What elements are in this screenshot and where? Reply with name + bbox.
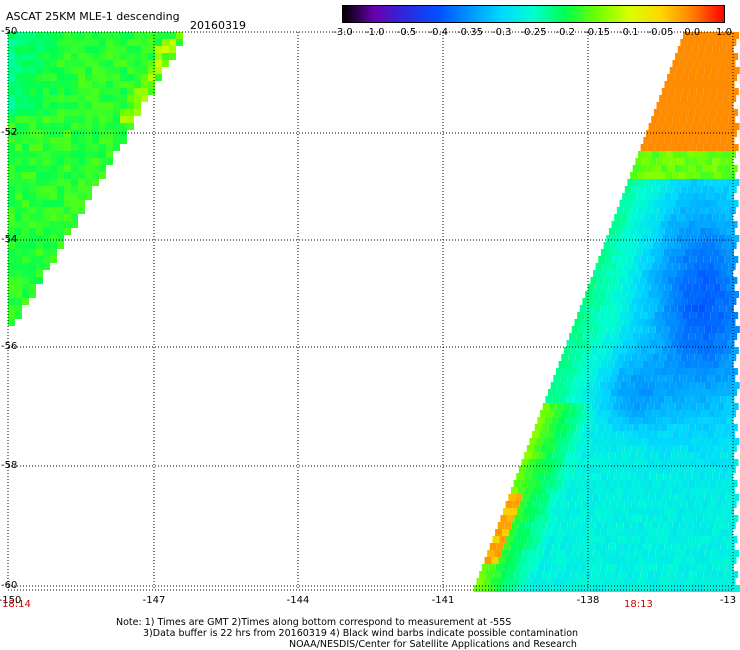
note-line-1: Note: 1) Times are GMT 2)Times along bot… [116,617,512,628]
colorbar-tick-label: -0.1 [618,27,639,38]
note-line-2: 3)Data buffer is 22 hrs from 20160319 4)… [143,628,579,639]
lat-label: -56 [1,341,18,352]
lat-label: -52 [1,127,18,138]
swath-pixels [8,32,740,592]
colorbar-tick-label: -0.05 [647,27,674,38]
colorbar-tick-label: -0.5 [396,27,417,38]
map-frame [7,31,734,591]
colorbar-tick-label: -3.0 [333,27,353,38]
swath-time-left: 18:14 [2,599,31,610]
lat-label: -54 [1,234,18,245]
lat-label: -60 [1,580,18,591]
lat-label: -58 [1,460,18,471]
colorbar-tick-label: -0.4 [428,27,449,38]
lon-label: -144 [286,595,310,606]
colorbar-tick-label: 1.0 [716,27,732,38]
lat-label: -50 [1,26,18,37]
colorbar-tick-label: -0.2 [555,27,576,38]
colorbar-tick-label: -0.25 [520,27,547,38]
lon-label: -147 [142,595,166,606]
colorbar-tick-label: -0.3 [491,27,512,38]
lon-label: -141 [431,595,455,606]
colorbar-tick-label: -1.0 [364,27,385,38]
lon-label: -150 [0,595,22,606]
lon-label: -13 [719,595,737,606]
lon-label: -138 [576,595,600,606]
map-date: 20160319 [190,19,246,32]
colorbar-tick-label: -0.35 [457,27,483,38]
colorbar [342,5,725,23]
map-title: ASCAT 25KM MLE-1 descending [6,10,180,23]
colorbar-tick-label: 0.0 [684,27,701,38]
colorbar-tick-label: -0.15 [584,27,610,38]
swath-time-right: 18:13 [624,599,653,610]
note-line-3: NOAA/NESDIS/Center for Satellite Applica… [289,639,577,650]
